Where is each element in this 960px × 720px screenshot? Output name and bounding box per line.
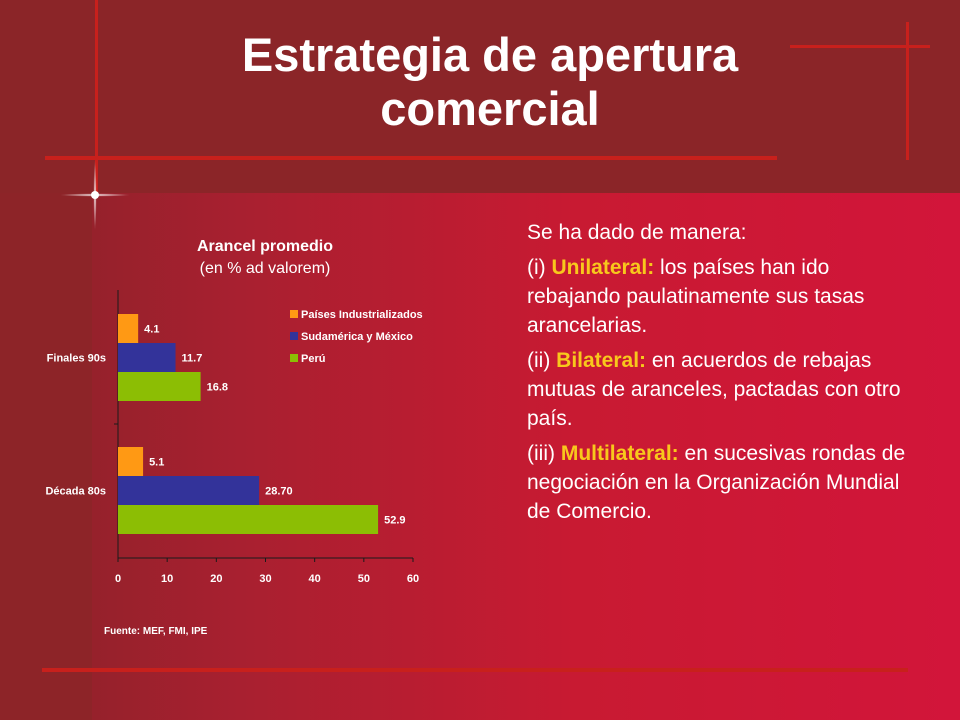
intro-text: Se ha dado de manera: [527, 221, 747, 244]
legend-swatch [290, 332, 298, 340]
legend-swatch [290, 310, 298, 318]
bar [118, 372, 201, 401]
deco-line-bottom [42, 668, 908, 672]
legend-label: Sudamérica y México [301, 331, 413, 343]
deco-line-right-horizontal [790, 45, 930, 48]
legend-swatch [290, 354, 298, 362]
x-tick-label: 30 [259, 573, 271, 585]
item-keyword: Unilateral: [551, 256, 655, 279]
data-label: 28.70 [265, 486, 293, 498]
item-multilateral: (iii) Multilateral: en sucesivas rondas … [527, 439, 927, 526]
header-band [0, 0, 960, 193]
bar [118, 447, 144, 476]
item-prefix: (ii) [527, 349, 557, 372]
deco-line-right-vertical [906, 22, 909, 160]
left-band [0, 193, 92, 720]
x-tick-label: 10 [161, 573, 173, 585]
deco-line-top-horizontal [45, 156, 777, 160]
deco-line-top-vertical [95, 0, 98, 193]
chart-title-block: Arancel promedio (en % ad valorem) [130, 236, 400, 280]
chart-subtitle: (en % ad valorem) [199, 260, 331, 277]
x-tick-label: 40 [309, 573, 321, 585]
page-title-line-2: comercial [380, 82, 600, 135]
x-tick-label: 0 [115, 573, 121, 585]
item-prefix: (i) [527, 256, 552, 279]
data-label: 4.1 [144, 324, 159, 336]
page-title-line-1: Estrategia de apertura [241, 28, 739, 81]
bar [118, 505, 379, 534]
item-text: en acuerdos de rebajas mutuas de arancel… [527, 349, 901, 430]
item-text: en sucesivas rondas de negociación en la… [527, 442, 906, 523]
sparkle-icon [60, 160, 130, 230]
page-title: Estrategia de apertura comercial [180, 28, 800, 136]
legend-label: Países Industrializados [301, 309, 423, 321]
item-keyword: Multilateral: [560, 442, 679, 465]
bar [118, 343, 176, 372]
x-tick-label: 20 [210, 573, 222, 585]
data-label: 5.1 [149, 457, 164, 469]
x-tick-label: 60 [407, 573, 419, 585]
data-label: 52.9 [384, 515, 405, 527]
item-keyword: Bilateral: [556, 349, 647, 372]
x-tick-label: 50 [358, 573, 370, 585]
chart-title: Arancel promedio [196, 238, 334, 255]
item-unilateral: (i) Unilateral: los países han ido rebaj… [527, 253, 927, 340]
data-label: 16.8 [207, 382, 228, 394]
bar [118, 476, 260, 505]
description-text: Se ha dado de manera: (i) Unilateral: lo… [527, 218, 927, 532]
category-label: Década 80s [45, 486, 106, 498]
category-label: Finales 90s [47, 353, 106, 365]
item-text: los países han ido rebajando paulatiname… [527, 256, 865, 337]
data-label: 11.7 [182, 353, 203, 365]
item-bilateral: (ii) Bilateral: en acuerdos de rebajas m… [527, 346, 927, 433]
legend-label: Perú [301, 353, 325, 365]
item-prefix: (iii) [527, 442, 561, 465]
source-note: Fuente: MEF, FMI, IPE [104, 626, 208, 637]
bar [118, 314, 139, 343]
